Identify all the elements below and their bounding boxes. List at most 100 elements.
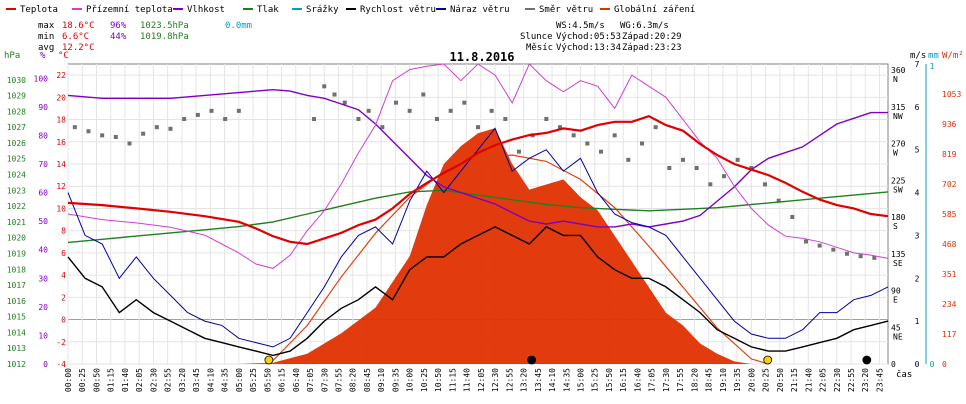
wind-direction-point xyxy=(845,251,849,256)
temperature-tick-label: 0 xyxy=(61,316,66,325)
legend-label: Srážky xyxy=(306,5,339,15)
x-tick-label: 18:20 xyxy=(690,368,699,392)
legend-label: Teplota xyxy=(20,5,58,15)
x-tick-label: 07:55 xyxy=(334,368,343,392)
x-tick-label: 11:15 xyxy=(448,368,457,392)
pressure-tick-label: 1018 xyxy=(7,265,26,274)
x-tick-label: 11:40 xyxy=(463,368,472,392)
wind-direction-tick-name: W xyxy=(893,149,898,158)
x-tick-label: 10:50 xyxy=(434,368,443,392)
wind-direction-point xyxy=(694,166,699,170)
wind-direction-point xyxy=(86,129,91,134)
x-tick-label: 23:20 xyxy=(861,368,870,392)
legend-label: Vlhkost xyxy=(187,5,225,15)
temperature-tick-label: 14 xyxy=(56,160,66,169)
stats-min-hum: 44% xyxy=(110,32,127,42)
legend-swatch xyxy=(72,8,82,10)
x-tick-label: 02:30 xyxy=(149,368,158,392)
moonset-marker xyxy=(862,355,872,365)
legend-swatch xyxy=(292,8,302,10)
wind-direction-point xyxy=(517,149,521,154)
radiation-tick-label: 1053 xyxy=(942,90,961,99)
x-tick-label: 01:40 xyxy=(121,368,130,392)
wind-speed-tick-label: 7 xyxy=(915,60,920,69)
wind-speed-tick-label: 6 xyxy=(915,103,920,112)
legend: Teplota Přízemní teplota Vlhkost Tlak Srážky… xyxy=(6,5,695,15)
x-tick-label: 01:15 xyxy=(107,368,116,392)
temperature-tick-label: 12 xyxy=(56,182,66,191)
wind-direction-tick-name: SE xyxy=(893,259,903,268)
legend-swatch xyxy=(173,8,183,10)
wind-direction-tick-name: S xyxy=(893,222,898,231)
x-tick-label: 02:05 xyxy=(135,368,144,392)
x-tick-label: 07:05 xyxy=(306,368,315,392)
precip-tick-label: 0 xyxy=(930,360,935,369)
x-tick-label: 00:25 xyxy=(78,368,87,392)
unit-celsius: °C xyxy=(58,51,69,61)
wind-direction-point xyxy=(342,100,347,105)
wind-speed-tick-label: 0 xyxy=(915,360,920,369)
wind-direction-tick-label: 45 xyxy=(891,323,901,332)
series-radiation-area xyxy=(68,128,888,364)
wind-direction-point xyxy=(380,125,385,130)
legend-swatch xyxy=(436,8,446,10)
wind-direction-point xyxy=(182,117,187,121)
stats-min-label: min xyxy=(38,32,54,42)
pressure-tick-label: 1022 xyxy=(7,202,26,211)
x-tick-label: 04:10 xyxy=(206,368,215,392)
x-tick-label: 14:10 xyxy=(548,368,557,392)
radiation-tick-label: 117 xyxy=(942,330,957,339)
pressure-tick-label: 1023 xyxy=(7,186,26,195)
radiation-tick-label: 702 xyxy=(942,180,957,189)
unit-mm: mm xyxy=(928,51,939,61)
humidity-tick-label: 70 xyxy=(38,160,48,169)
wind-gust-summary: WG:6.3m/s xyxy=(620,21,669,31)
radiation-tick-label: 819 xyxy=(942,150,957,159)
radiation-tick-label: 936 xyxy=(942,120,957,129)
unit-ms: m/s xyxy=(910,51,926,61)
x-tick-label: 15:25 xyxy=(591,368,600,392)
series-line xyxy=(67,88,888,228)
temperature-tick-label: 2 xyxy=(61,293,66,302)
humidity-tick-label: 30 xyxy=(38,274,48,283)
x-tick-label: 08:20 xyxy=(349,368,358,392)
humidity-tick-label: 50 xyxy=(38,217,48,226)
sunset-marker xyxy=(763,355,773,365)
wind-direction-tick-label: 0 xyxy=(891,360,896,369)
stats-min-temp: 6.6°C xyxy=(62,32,89,42)
temperature-tick-label: 8 xyxy=(61,227,66,236)
wind-direction-tick-label: 135 xyxy=(891,250,906,259)
pressure-tick-label: 1017 xyxy=(7,281,26,290)
wind-direction-tick-label: 225 xyxy=(891,176,906,185)
x-tick-label: 12:30 xyxy=(491,368,500,392)
x-tick-label: 19:35 xyxy=(733,368,742,392)
series-line xyxy=(67,127,889,348)
humidity-tick-label: 40 xyxy=(38,246,48,255)
radiation-tick-label: 468 xyxy=(942,240,957,249)
x-tick-label: 13:20 xyxy=(520,368,529,392)
wind-direction-point xyxy=(722,174,726,179)
pressure-tick-label: 1013 xyxy=(7,344,26,353)
sun-rise: Východ:05:53 xyxy=(556,32,621,42)
wind-direction-point xyxy=(127,141,132,146)
precip-tick-label: 1 xyxy=(930,62,935,71)
x-tick-label: 22:55 xyxy=(847,368,856,392)
x-tick-label: 05:00 xyxy=(235,368,244,392)
pressure-tick-label: 1014 xyxy=(7,328,26,337)
legend-swatch xyxy=(243,8,253,10)
pressure-tick-label: 1025 xyxy=(7,155,26,164)
wind-direction-point xyxy=(100,133,105,138)
wind-direction-tick-label: 180 xyxy=(891,213,906,222)
x-tick-label: 18:45 xyxy=(705,368,714,392)
wind-direction-point xyxy=(763,182,767,187)
stats-max-press: 1023.5hPa xyxy=(140,21,189,31)
wind-direction-point xyxy=(599,149,603,154)
temperature-tick-label: 4 xyxy=(61,271,66,280)
stats-panel: max 18.6°C 96% 1023.5hPa 0.0mm min 6.6°C… xyxy=(38,21,252,53)
x-tick-label: 23:45 xyxy=(875,368,884,392)
wind-direction-point xyxy=(366,108,371,113)
x-tick-label: 00:50 xyxy=(92,368,101,392)
stats-min-press: 1019.8hPa xyxy=(140,32,189,42)
humidity-tick-label: 10 xyxy=(38,331,48,340)
